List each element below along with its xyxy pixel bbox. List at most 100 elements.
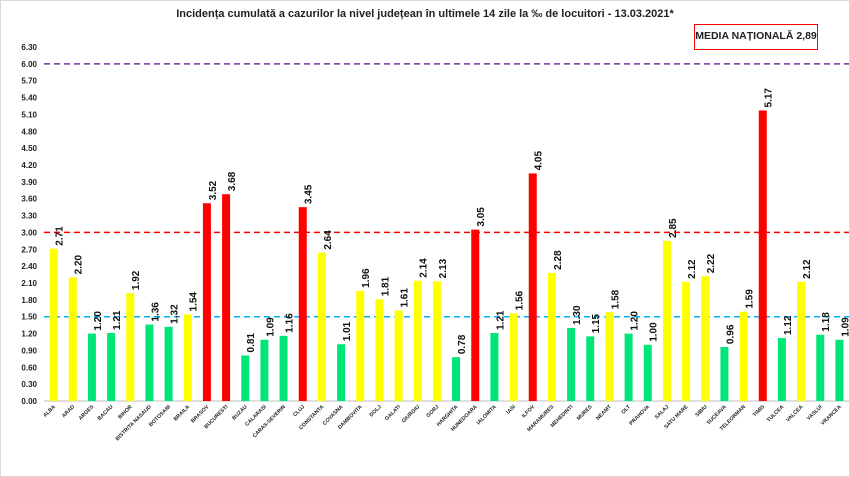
bar [126, 293, 135, 401]
chart-title: Incidența cumulată a cazurilor la nivel … [176, 8, 674, 20]
bar [432, 281, 441, 401]
bar [605, 312, 614, 401]
value-label: 2.12 [802, 259, 813, 279]
category-label: BRAILA [173, 404, 192, 423]
bar [241, 355, 250, 401]
category-label: GORJ [425, 404, 440, 419]
bar [68, 277, 77, 401]
y-tick-label: 3.90 [21, 178, 37, 187]
y-tick-label: 5.70 [21, 77, 37, 86]
bar [222, 194, 231, 401]
value-label: 1.21 [495, 310, 506, 330]
value-label: 5.17 [764, 88, 775, 108]
y-tick-label: 0.60 [21, 363, 37, 372]
category-label: IALOMITA [476, 404, 498, 426]
bar [509, 313, 518, 401]
value-label: 1.56 [515, 290, 526, 310]
value-label: 1.96 [361, 268, 372, 288]
value-label: 1.00 [649, 322, 660, 342]
value-label: 1.58 [610, 289, 621, 309]
value-label: 1.61 [400, 288, 411, 308]
value-label: 1.36 [150, 302, 161, 322]
y-tick-label: 0.90 [21, 346, 37, 355]
value-label: 1.59 [745, 289, 756, 309]
bar [758, 110, 767, 401]
bar [279, 335, 288, 401]
value-label: 0.81 [246, 333, 257, 353]
category-label: ILFOV [521, 404, 537, 420]
bars [49, 110, 844, 401]
value-label: 1.20 [93, 311, 104, 331]
bar [260, 339, 269, 401]
bar [375, 299, 384, 401]
bar [452, 357, 461, 401]
category-label: BIHOR [117, 404, 133, 420]
bar [567, 327, 576, 401]
value-label: 0.96 [725, 324, 736, 344]
value-label: 3.52 [208, 180, 219, 200]
bar [49, 248, 58, 401]
bar [682, 281, 691, 401]
bar [586, 336, 595, 401]
category-label: SIBIU [694, 404, 708, 418]
y-axis: 0.00 0.30 0.60 0.90 1.20 1.50 1.80 2.10 2.40 2.70… [21, 43, 849, 406]
national-average-box: MEDIA NAȚIONALĂ 2,89 [694, 24, 818, 50]
value-label: 3.45 [304, 184, 315, 204]
y-tick-label: 1.20 [21, 330, 37, 339]
value-labels: 2.71 2.20 1.20 1.21 1.92 1.36 1.32 1.54 3.52 3.68… [55, 88, 850, 355]
bar [777, 338, 786, 401]
category-label: DOLJ [369, 404, 383, 418]
value-label: 1.92 [131, 270, 142, 290]
y-tick-label: 4.80 [21, 127, 37, 136]
bar [145, 324, 154, 401]
bar [528, 173, 537, 401]
category-label: SALAJ [654, 404, 671, 421]
category-label: VRANCEA [820, 404, 843, 427]
category-label: BUZAU [231, 404, 248, 421]
y-tick-label: 1.80 [21, 296, 37, 305]
bar [394, 310, 403, 401]
category-label: OLT [621, 404, 633, 416]
value-label: 1.16 [285, 313, 296, 333]
value-label: 1.18 [821, 312, 832, 332]
category-label: ARGES [78, 404, 96, 422]
category-label: TIMIS [752, 404, 767, 419]
value-label: 1.32 [170, 304, 181, 324]
bar [298, 207, 307, 401]
y-tick-label: 3.30 [21, 212, 37, 221]
category-label: PRAHOVA [628, 404, 651, 427]
value-label: 2.85 [668, 218, 679, 238]
reference-lines [44, 63, 849, 318]
category-label: GIURGIU [401, 404, 421, 424]
y-tick-label: 3.00 [21, 228, 37, 237]
y-tick-label: 1.50 [21, 313, 37, 322]
category-label: GALATI [384, 404, 402, 422]
value-label: 1.20 [630, 311, 641, 331]
y-tick-label: 5.10 [21, 110, 37, 119]
value-label: 1.21 [112, 310, 123, 330]
value-label: 0.78 [457, 334, 468, 354]
value-label: 2.20 [74, 254, 85, 274]
y-tick-label: 2.70 [21, 245, 37, 254]
category-label: NEAMT [595, 404, 613, 422]
bar [202, 203, 211, 401]
bar [816, 334, 825, 401]
value-label: 1.01 [342, 321, 353, 341]
bar [317, 252, 326, 401]
bar [739, 311, 748, 401]
category-label: BACAU [97, 404, 115, 422]
value-label: 1.09 [840, 317, 850, 337]
y-tick-label: 2.40 [21, 262, 37, 271]
bar [107, 333, 116, 401]
value-label: 1.30 [572, 305, 583, 325]
value-label: 1.09 [265, 317, 276, 337]
value-label: 2.71 [55, 226, 66, 246]
bar [490, 333, 499, 401]
category-label: BISTRITA NASAUD [115, 404, 153, 442]
category-label: MURES [576, 404, 594, 422]
category-label: TULCEA [766, 404, 786, 424]
y-tick-label: 4.50 [21, 144, 37, 153]
value-label: 1.15 [591, 313, 602, 333]
